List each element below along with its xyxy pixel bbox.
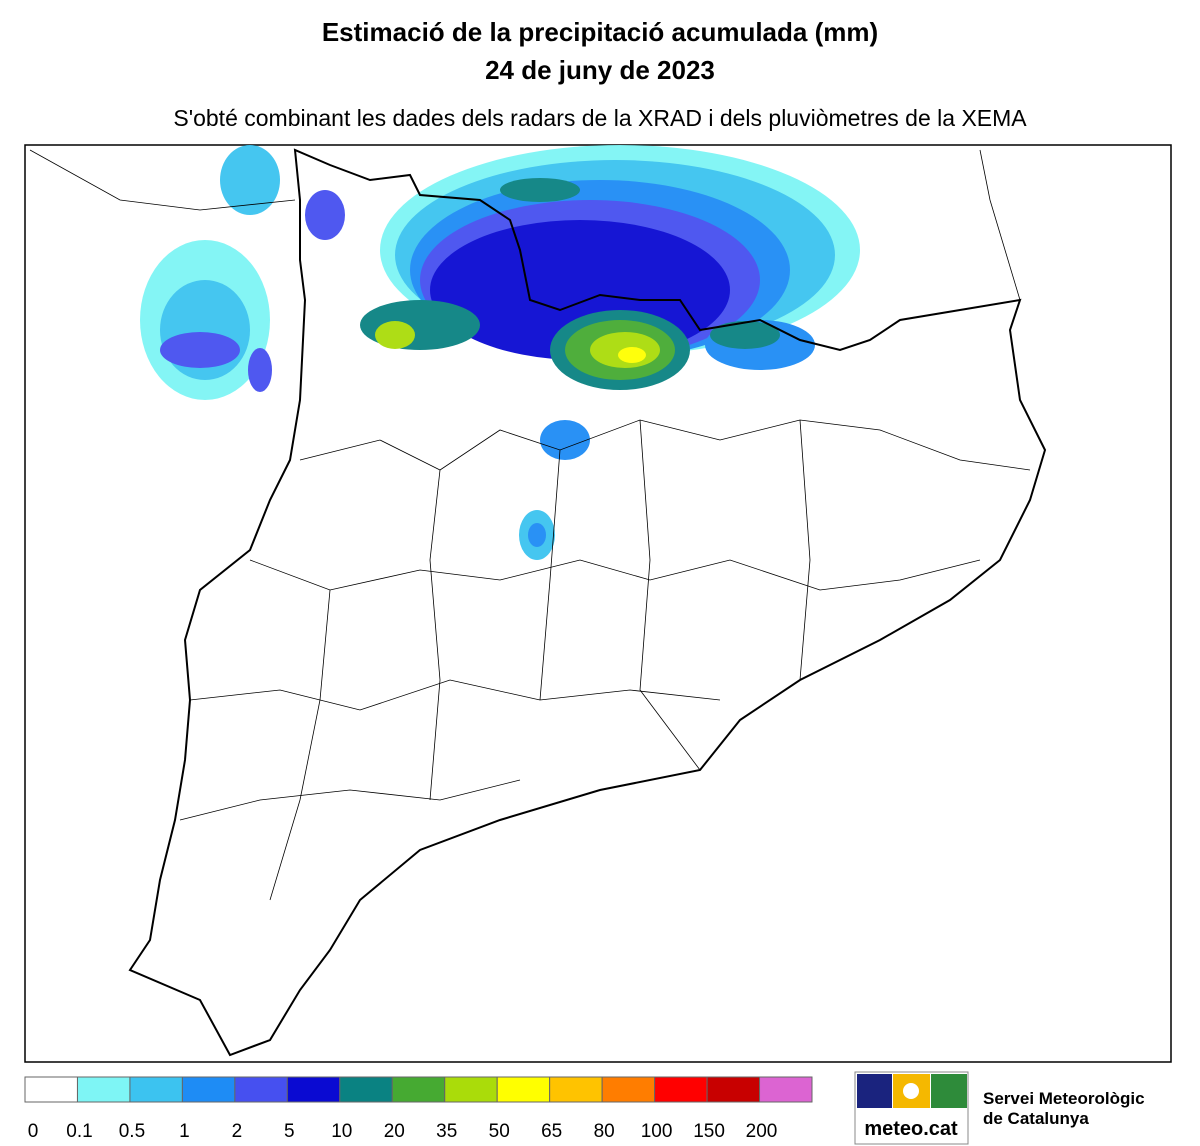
legend-label: 200 (746, 1121, 778, 1142)
legend-label: 0.1 (66, 1121, 92, 1142)
legend-label: 35 (436, 1121, 457, 1142)
legend: 0 0.1 0.5 1 2 5 10 20 35 50 65 80 100 150 200 (24, 1076, 813, 1142)
legend-label: 10 (331, 1121, 352, 1142)
legend-swatch (129, 1076, 183, 1103)
legend-label: 65 (541, 1121, 562, 1142)
legend-swatch (444, 1076, 498, 1103)
logo-brand: meteo.cat (864, 1118, 958, 1140)
region-outline (128, 148, 1047, 1057)
legend-swatch (601, 1076, 656, 1103)
legend-swatch (706, 1076, 761, 1103)
legend-swatch (181, 1076, 236, 1103)
legend-swatch (339, 1076, 393, 1103)
org-name: de Catalunya (983, 1109, 1089, 1128)
legend-label: 0 (28, 1121, 39, 1142)
legend-swatch (496, 1076, 551, 1103)
logo-block (931, 1074, 967, 1108)
map (24, 144, 1172, 1063)
legend-label: 20 (384, 1121, 405, 1142)
legend-label: 5 (284, 1121, 295, 1142)
title: Estimació de la precipitació acumulada (… (322, 17, 878, 47)
logo-sun (903, 1083, 919, 1099)
legend-label: 150 (693, 1121, 725, 1142)
legend-label: 80 (594, 1121, 615, 1142)
legend-label: 2 (232, 1121, 243, 1142)
legend-swatch (286, 1076, 341, 1103)
logo-block (857, 1074, 892, 1108)
date: 24 de juny de 2023 (485, 55, 715, 85)
legend-label: 50 (489, 1121, 510, 1142)
county-borders (29, 149, 1031, 901)
logo: meteo.cat Servei Meteorològic de Catalun… (854, 1071, 1145, 1145)
legend-swatch (234, 1076, 288, 1103)
legend-swatch (759, 1076, 813, 1103)
legend-label: 0.5 (119, 1121, 145, 1142)
legend-swatch (76, 1076, 131, 1103)
legend-label: 1 (179, 1121, 190, 1142)
legend-swatch (391, 1076, 446, 1103)
legend-swatch (24, 1076, 78, 1103)
legend-swatch (654, 1076, 708, 1103)
subtitle: S'obté combinant les dades dels radars d… (173, 105, 1027, 131)
precipitation (140, 145, 860, 560)
org-name: Servei Meteorològic (983, 1089, 1145, 1108)
legend-swatch (549, 1076, 603, 1103)
legend-label: 100 (641, 1121, 673, 1142)
